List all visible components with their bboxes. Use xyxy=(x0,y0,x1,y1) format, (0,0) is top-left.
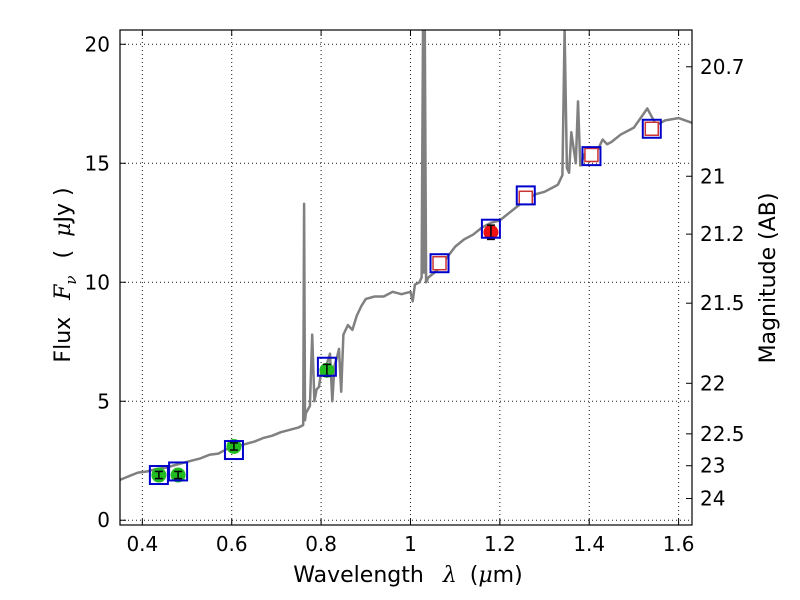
x-axis-title-symbol: λ xyxy=(442,563,457,588)
y-tick-label: 0 xyxy=(97,508,110,532)
axis-ticks: 0.4 0.6 0.8 1 1.2 1.4 1.6 0 5 10 15 20 20.7 21 21.2 21.… xyxy=(85,30,745,556)
upper-limit-marker xyxy=(432,255,447,271)
y2-tick-label: 21 xyxy=(700,164,725,188)
y-tick-label: 15 xyxy=(85,151,110,175)
x-tick-label: 0.6 xyxy=(216,532,248,556)
y2-tick-label: 24 xyxy=(700,487,725,511)
x-axis-title-text: Wavelength xyxy=(293,563,424,588)
upper-limit-marker xyxy=(644,121,660,137)
y-tick-label: 20 xyxy=(85,32,110,56)
y-axis-title-unit-mu: μ xyxy=(51,223,76,237)
y2-tick-label: 23 xyxy=(700,454,725,478)
x-axis-title: Wavelength λ (μm) xyxy=(293,563,522,588)
x-tick-label: 1.4 xyxy=(573,532,605,556)
y-axis-title: Flux Fν ( μJy ) xyxy=(51,187,82,362)
model-photometry-marker xyxy=(223,440,244,461)
y-axis-title-unit-rest: Jy ) xyxy=(51,187,76,224)
x-axis-title-unit-mu: μ xyxy=(478,563,492,588)
x-tick-label: 0.8 xyxy=(305,532,337,556)
model-photometry-marker xyxy=(515,185,536,206)
y-axis-title-unit-open: ( xyxy=(51,250,76,259)
x-axis-title-unit-open: ( xyxy=(470,563,479,588)
model-photometry-marker xyxy=(148,465,169,486)
x-tick-label: 1.2 xyxy=(484,532,516,556)
model-photometry-marker xyxy=(316,356,337,377)
y-axis-title-text: Flux xyxy=(51,317,76,363)
y-tick-label: 5 xyxy=(97,389,110,413)
y2-tick-label: 21.2 xyxy=(700,222,745,246)
y2-tick-label: 21.5 xyxy=(700,291,745,315)
y-tick-label: 10 xyxy=(85,270,110,294)
x-tick-label: 0.4 xyxy=(126,532,158,556)
y2-tick-label: 22.5 xyxy=(700,422,745,446)
y2-tick-label: 20.7 xyxy=(700,55,745,79)
y2-axis-title: Magnitude (AB) xyxy=(756,193,781,364)
upper-limit-marker xyxy=(584,147,599,163)
model-photometry-marker xyxy=(480,218,501,239)
spectrum-line xyxy=(120,30,692,481)
x-tick-label: 1.6 xyxy=(663,532,695,556)
y-axis-title-subscript: ν xyxy=(62,275,80,284)
model-photometry-marker xyxy=(641,118,662,139)
upper-limit-marker xyxy=(518,190,534,206)
y-axis-title-symbol: F xyxy=(51,284,76,301)
x-axis-title-unit-rest: m) xyxy=(493,563,523,588)
model-photometry-marker xyxy=(429,253,450,274)
x-tick-label: 1 xyxy=(404,532,417,556)
model-photometry-marker xyxy=(168,461,189,482)
plot-frame xyxy=(119,29,693,526)
plot-area xyxy=(120,30,692,486)
model-photometry-marker xyxy=(581,146,602,167)
y2-tick-label: 22 xyxy=(700,371,725,395)
grid xyxy=(120,30,692,525)
